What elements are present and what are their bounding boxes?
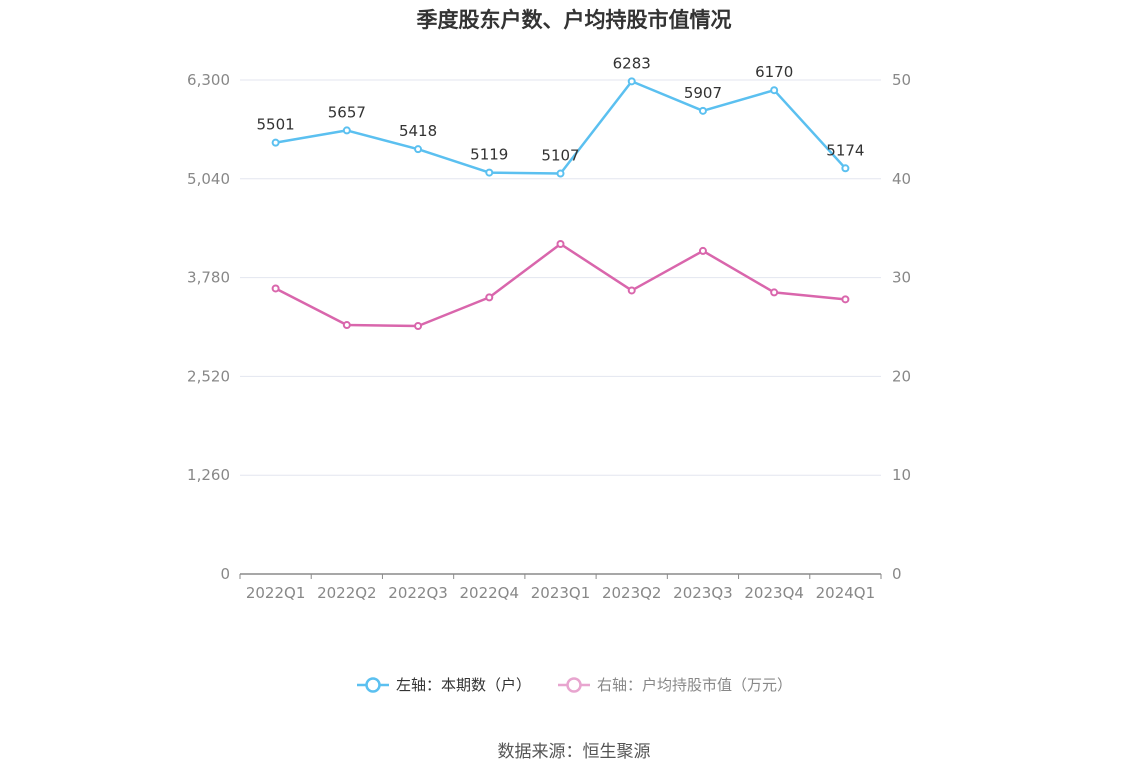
circle-line-icon — [558, 676, 590, 693]
legend-item-right-series[interactable]: 右轴：户均持股市值（万元） — [557, 674, 792, 695]
series-line-right — [275, 242, 846, 328]
data-label: 6170 — [755, 63, 793, 81]
circle-line-icon — [356, 676, 389, 693]
x-axis-tick-label: 2022Q3 — [388, 584, 448, 602]
data-point-right — [414, 322, 423, 331]
right-axis-tick-label: 50 — [892, 71, 911, 89]
data-point-left — [414, 145, 423, 154]
data-label: 6283 — [613, 54, 651, 72]
data-point-left — [770, 86, 779, 95]
data-label: 5501 — [257, 116, 295, 134]
left-axis-tick-label: 1,260 — [187, 466, 230, 484]
x-axis-tick-label: 2022Q1 — [246, 584, 306, 602]
x-axis-tick-label: 2024Q1 — [816, 584, 876, 602]
data-point-left — [627, 77, 636, 86]
right-axis-tick-label: 40 — [892, 170, 911, 188]
data-label: 5174 — [826, 141, 864, 159]
data-point-left — [698, 106, 707, 115]
data-label: 5907 — [684, 84, 722, 102]
x-axis-tick-label: 2023Q2 — [602, 584, 662, 602]
data-point-right — [556, 240, 565, 249]
left-axis-tick-label: 3,780 — [187, 269, 230, 287]
left-axis: 0 1,260 2,520 3,780 5,040 6,300 — [187, 71, 230, 583]
left-axis-tick-label: 6,300 — [187, 71, 230, 89]
right-axis-tick-label: 30 — [892, 269, 911, 287]
chart-title: 季度股东户数、户均持股市值情况 — [416, 8, 732, 32]
data-label: 5418 — [399, 122, 437, 140]
x-axis-tick-label: 2022Q2 — [317, 584, 377, 602]
x-axis: 2022Q1 2022Q2 2022Q3 2022Q4 2023Q1 2023Q2 2023… — [239, 573, 882, 602]
data-point-right — [271, 284, 280, 293]
data-point-left — [485, 168, 494, 177]
legend: 左轴：本期数（户） 右轴：户均持股市值（万元） — [0, 674, 1148, 695]
left-axis-tick-label: 5,040 — [187, 170, 230, 188]
right-axis: 0 10 20 30 40 50 — [892, 71, 911, 583]
data-label: 5657 — [328, 103, 366, 121]
data-point-right — [841, 295, 850, 304]
data-point-right — [770, 288, 779, 297]
data-point-left — [271, 138, 280, 147]
left-axis-tick-label: 2,520 — [187, 367, 230, 385]
data-point-right — [485, 293, 494, 302]
data-point-right — [342, 321, 351, 330]
series-lines — [271, 77, 850, 331]
data-point-right — [698, 246, 707, 255]
data-label: 5119 — [470, 146, 508, 164]
source-note: 数据来源：恒生聚源 — [497, 742, 651, 762]
x-axis-tick-label: 2023Q3 — [673, 584, 733, 602]
legend-label-right-series: 右轴：户均持股市值（万元） — [597, 676, 793, 694]
grid-lines — [240, 79, 881, 476]
data-labels: 5501 5657 5418 5119 5107 6283 5907 6170 5174 — [257, 54, 865, 164]
data-point-left — [841, 164, 850, 173]
x-axis-tick-label: 2022Q4 — [460, 584, 520, 602]
data-point-left — [342, 126, 351, 135]
data-point-right — [627, 286, 636, 295]
data-point-left — [556, 169, 565, 178]
legend-label-left-series: 左轴：本期数（户） — [395, 676, 531, 694]
right-axis-tick-label: 10 — [892, 466, 911, 484]
data-label: 5107 — [541, 147, 579, 165]
right-axis-tick-label: 20 — [892, 367, 911, 385]
left-axis-tick-label: 0 — [220, 565, 230, 583]
x-axis-tick-label: 2023Q4 — [744, 584, 804, 602]
x-axis-tick-label: 2023Q1 — [531, 584, 591, 602]
legend-item-left-series[interactable]: 左轴：本期数（户） — [356, 674, 531, 695]
right-axis-tick-label: 0 — [892, 565, 902, 583]
